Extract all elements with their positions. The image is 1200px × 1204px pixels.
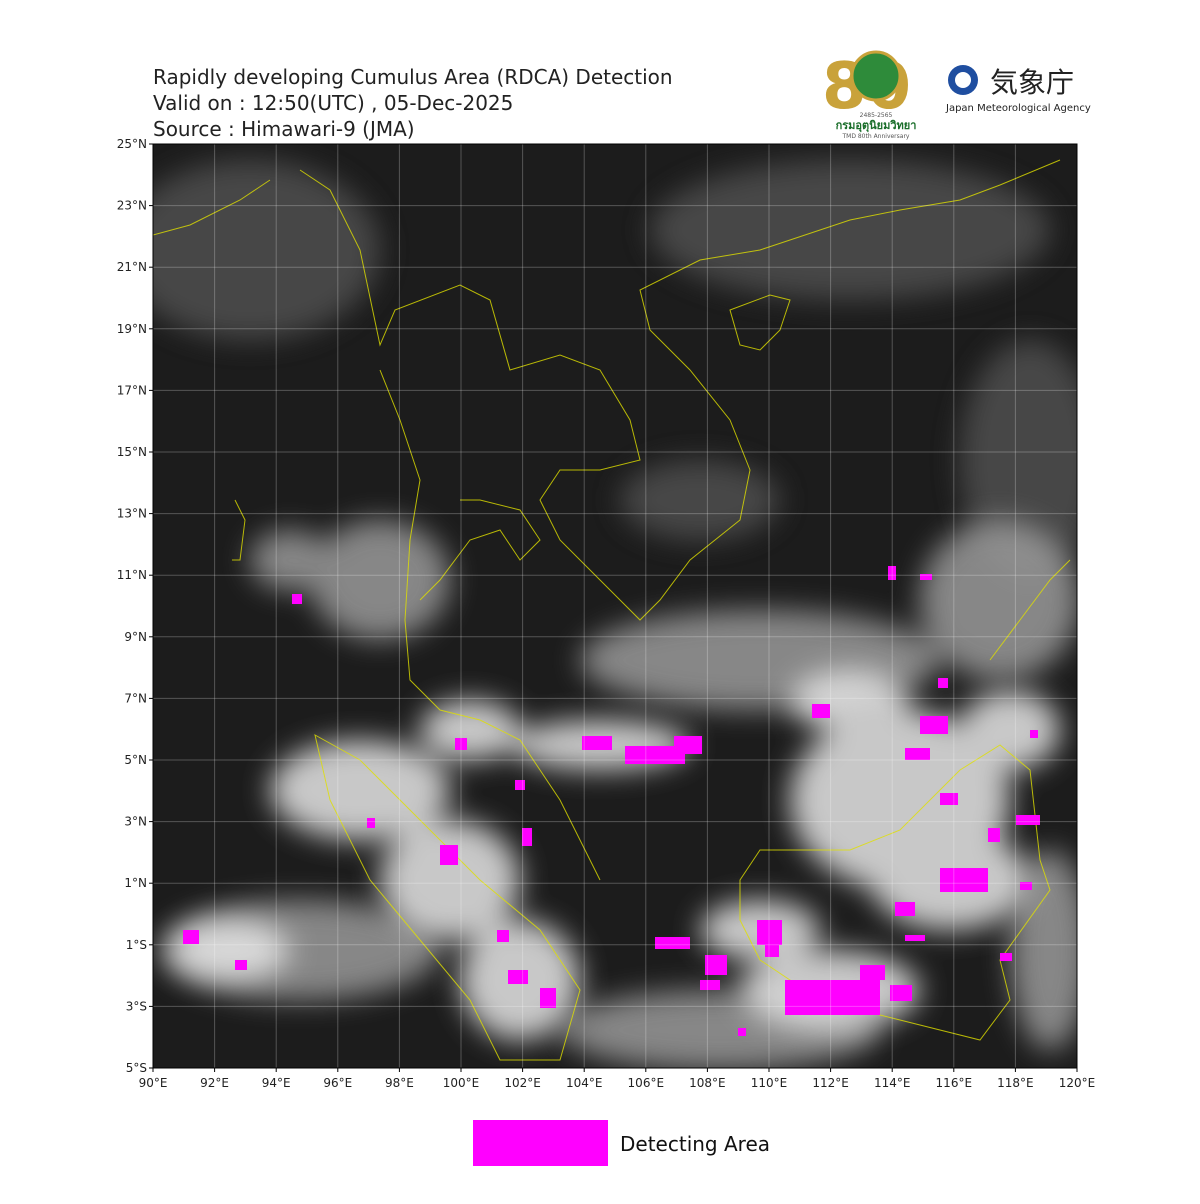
graticule bbox=[153, 144, 1077, 1068]
y-tick-label: 17°N bbox=[117, 383, 147, 397]
x-tick-label: 112°E bbox=[812, 1076, 849, 1090]
x-tick-label: 120°E bbox=[1059, 1076, 1096, 1090]
x-tick-label: 108°E bbox=[689, 1076, 726, 1090]
logo-anniversary: TMD 80th Anniversary bbox=[842, 133, 910, 140]
x-tick-label: 90°E bbox=[139, 1076, 168, 1090]
y-tick-label: 7°N bbox=[124, 691, 147, 705]
x-tick-label: 98°E bbox=[385, 1076, 414, 1090]
y-tick-label: 25°N bbox=[117, 137, 147, 151]
y-tick-label: 21°N bbox=[117, 260, 147, 274]
y-tick-label: 9°N bbox=[124, 630, 147, 644]
x-tick-label: 110°E bbox=[751, 1076, 788, 1090]
legend-label: Detecting Area bbox=[620, 1132, 770, 1156]
x-tick-label: 114°E bbox=[874, 1076, 911, 1090]
x-tick-label: 100°E bbox=[443, 1076, 480, 1090]
x-tick-label: 94°E bbox=[262, 1076, 291, 1090]
jma-english: Japan Meteorological Agency bbox=[945, 103, 1091, 114]
detection-areas bbox=[183, 566, 1040, 1036]
y-tick-label: 13°N bbox=[117, 507, 147, 521]
y-tick-label: 11°N bbox=[117, 568, 147, 582]
y-tick-label: 15°N bbox=[117, 445, 147, 459]
x-tick-label: 104°E bbox=[566, 1076, 603, 1090]
x-tick-label: 116°E bbox=[936, 1076, 973, 1090]
title: Rapidly developing Cumulus Area (RDCA) D… bbox=[153, 65, 673, 89]
jma-logo: 気象庁 Japan Meteorological Agency bbox=[945, 65, 1091, 114]
y-tick-label: 1°N bbox=[124, 876, 147, 890]
satellite-image bbox=[153, 144, 1077, 1068]
y-tick-label: 5°N bbox=[124, 753, 147, 767]
x-tick-label: 106°E bbox=[628, 1076, 665, 1090]
x-tick-label: 92°E bbox=[200, 1076, 229, 1090]
logo-years: 2485-2565 bbox=[860, 112, 893, 119]
x-tick-label: 118°E bbox=[997, 1076, 1034, 1090]
x-tick-label: 96°E bbox=[323, 1076, 352, 1090]
y-tick-label: 5°S bbox=[126, 1061, 147, 1075]
y-tick-label: 23°N bbox=[117, 199, 147, 213]
map-frame bbox=[152, 143, 1078, 1069]
source: Source : Himawari-9 (JMA) bbox=[153, 117, 415, 141]
jma-name: 気象庁 bbox=[990, 66, 1074, 99]
coastlines bbox=[153, 159, 1071, 1061]
legend-swatch bbox=[473, 1120, 608, 1166]
valid-time: Valid on : 12:50(UTC) , 05-Dec-2025 bbox=[153, 91, 513, 115]
logo-thai: กรมอุตุนิยมวิทยา bbox=[836, 119, 917, 133]
y-tick-label: 19°N bbox=[117, 322, 147, 336]
axes: 90°E 92°E 94°E 96°E 98°E 100°E 102°E 104°E 106°E… bbox=[117, 137, 1096, 1090]
y-tick-label: 1°S bbox=[126, 938, 147, 952]
y-tick-label: 3°S bbox=[126, 999, 147, 1013]
y-tick-label: 3°N bbox=[124, 815, 147, 829]
tmd-logo: 80 2485-2565 กรมอุตุนิยมวิทยา TMD 80th A… bbox=[822, 50, 916, 140]
x-tick-label: 102°E bbox=[504, 1076, 541, 1090]
